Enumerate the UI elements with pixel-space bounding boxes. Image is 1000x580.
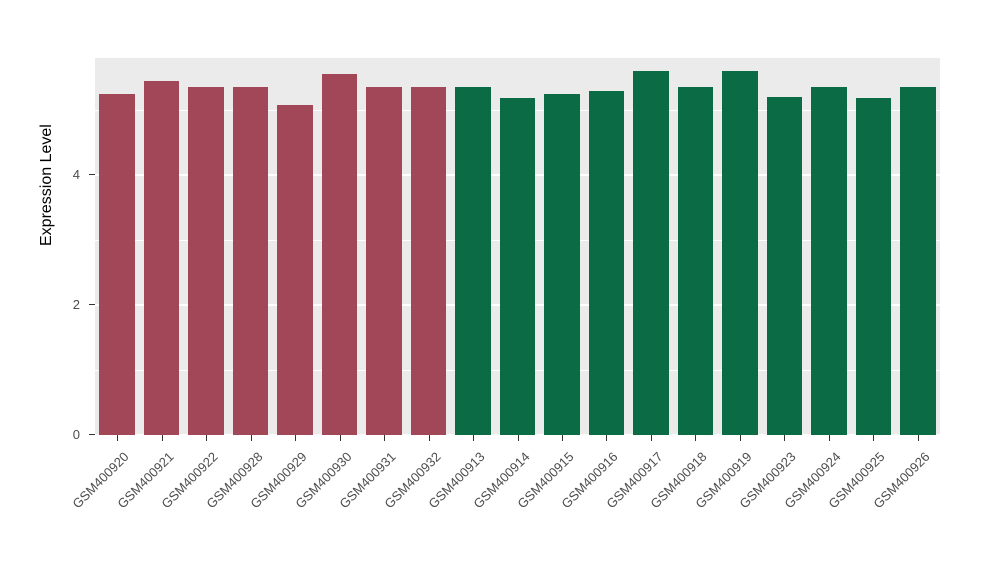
bar	[766, 97, 803, 435]
x-tick-mark	[161, 435, 163, 441]
x-tick-mark	[473, 435, 475, 441]
x-tick-mark	[206, 435, 208, 441]
y-axis: 0 2 4	[0, 58, 95, 442]
bar	[677, 87, 714, 435]
x-tick-mark	[517, 435, 519, 441]
y-tick-label: 2	[72, 297, 80, 312]
bar	[366, 87, 402, 435]
plot-panel	[95, 58, 940, 436]
x-tick-mark	[695, 435, 697, 441]
x-tick-mark	[561, 435, 563, 441]
x-tick-mark	[339, 435, 341, 441]
bar	[899, 87, 936, 435]
y-tick-label: 4	[72, 167, 80, 182]
bar	[277, 104, 313, 435]
y-tick-label: 0	[72, 427, 80, 442]
x-tick-mark	[650, 435, 652, 441]
bar	[811, 87, 847, 435]
x-tick-mark	[739, 435, 741, 441]
x-tick-mark	[873, 435, 875, 441]
bar	[321, 74, 358, 435]
bar	[633, 71, 669, 435]
x-tick-mark	[384, 435, 386, 441]
bar	[143, 80, 180, 435]
bar	[588, 90, 625, 435]
x-tick-mark	[295, 435, 297, 441]
bar	[99, 93, 136, 435]
x-tick-mark	[917, 435, 919, 441]
x-axis: GSM400920 GSM400921 GSM400922 GSM400928 GSM4…	[70, 435, 940, 555]
x-tick-mark	[606, 435, 608, 441]
bar	[188, 87, 224, 435]
x-tick-mark	[250, 435, 252, 441]
x-tick-mark	[117, 435, 119, 441]
bar	[722, 71, 758, 435]
x-tick-mark	[784, 435, 786, 441]
y-tick-mark	[89, 174, 95, 175]
y-tick-mark	[89, 304, 95, 305]
bar	[499, 98, 536, 435]
bar	[855, 98, 892, 435]
bar	[544, 93, 580, 435]
bar	[410, 87, 447, 435]
y-tick-mark	[89, 434, 95, 435]
bar	[232, 87, 269, 435]
x-tick-mark	[428, 435, 430, 441]
x-tick-mark	[828, 435, 830, 441]
bar	[455, 87, 491, 435]
